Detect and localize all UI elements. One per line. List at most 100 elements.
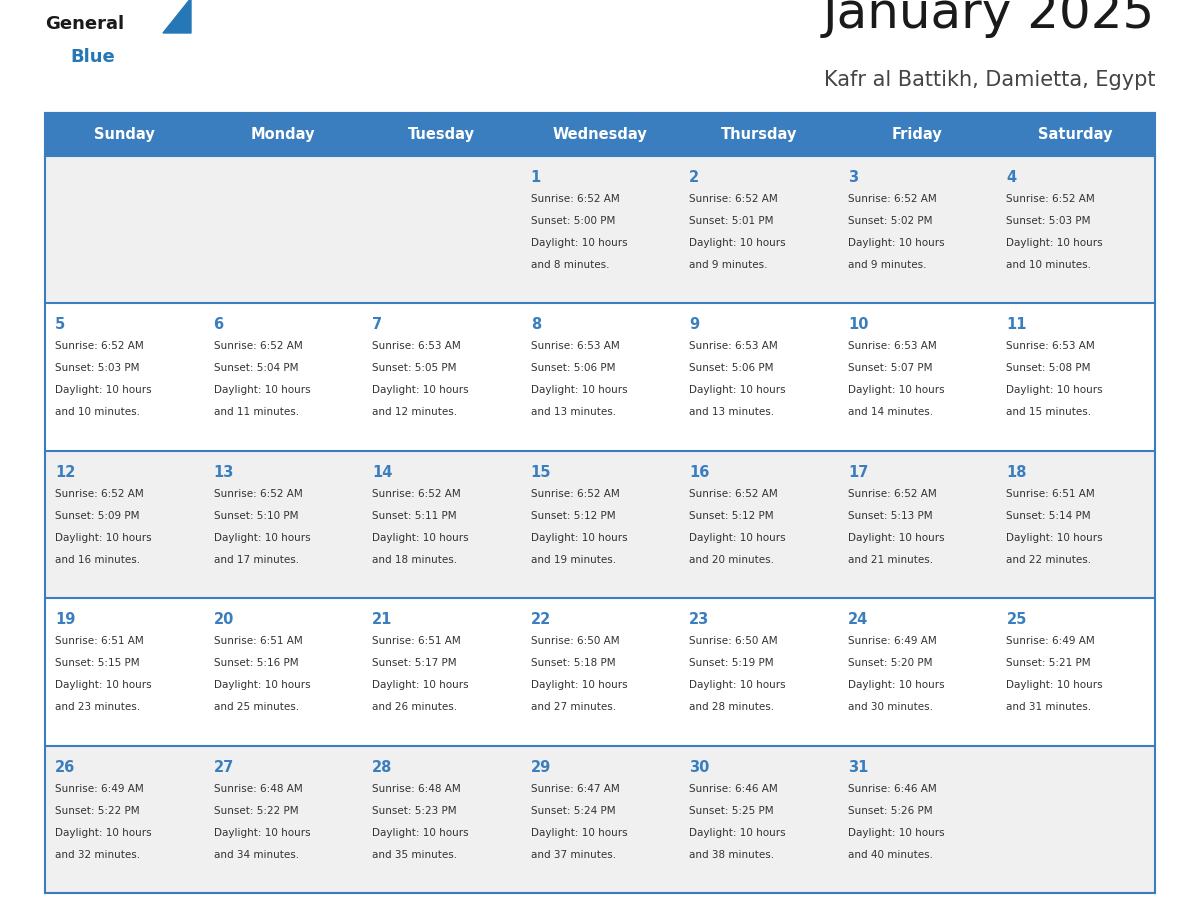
Polygon shape (163, 0, 191, 33)
Text: and 31 minutes.: and 31 minutes. (1006, 702, 1092, 712)
Text: Sunset: 5:07 PM: Sunset: 5:07 PM (848, 364, 933, 374)
Text: Sunrise: 6:51 AM: Sunrise: 6:51 AM (372, 636, 461, 646)
Bar (45, 745, 1155, 893)
Text: Sunrise: 6:53 AM: Sunrise: 6:53 AM (689, 341, 778, 352)
Text: and 10 minutes.: and 10 minutes. (55, 408, 140, 418)
Text: Sunrise: 6:51 AM: Sunrise: 6:51 AM (55, 636, 144, 646)
Text: Sunset: 5:23 PM: Sunset: 5:23 PM (372, 806, 456, 815)
Text: 14: 14 (372, 465, 392, 480)
Text: 29: 29 (531, 759, 551, 775)
Text: Sunset: 5:06 PM: Sunset: 5:06 PM (531, 364, 615, 374)
Text: Daylight: 10 hours: Daylight: 10 hours (1006, 532, 1102, 543)
Text: 1: 1 (531, 170, 541, 185)
Text: Daylight: 10 hours: Daylight: 10 hours (689, 828, 786, 837)
Text: Sunrise: 6:53 AM: Sunrise: 6:53 AM (1006, 341, 1095, 352)
Text: Daylight: 10 hours: Daylight: 10 hours (372, 532, 469, 543)
Text: Daylight: 10 hours: Daylight: 10 hours (531, 828, 627, 837)
Text: Sunset: 5:04 PM: Sunset: 5:04 PM (214, 364, 298, 374)
Text: 20: 20 (214, 612, 234, 627)
Text: Daylight: 10 hours: Daylight: 10 hours (372, 680, 469, 690)
Text: Sunrise: 6:52 AM: Sunrise: 6:52 AM (372, 488, 461, 498)
Text: Daylight: 10 hours: Daylight: 10 hours (689, 386, 786, 396)
Text: Sunday: Sunday (94, 127, 154, 142)
Text: 11: 11 (1006, 318, 1026, 332)
Text: Daylight: 10 hours: Daylight: 10 hours (1006, 238, 1102, 248)
Text: 23: 23 (689, 612, 709, 627)
Text: Sunset: 5:12 PM: Sunset: 5:12 PM (531, 510, 615, 521)
Text: Sunset: 5:26 PM: Sunset: 5:26 PM (848, 806, 933, 815)
Text: and 40 minutes.: and 40 minutes. (848, 849, 933, 859)
Text: Sunset: 5:21 PM: Sunset: 5:21 PM (1006, 658, 1091, 668)
Text: Sunrise: 6:49 AM: Sunrise: 6:49 AM (1006, 636, 1095, 646)
Text: Kafr al Battikh, Damietta, Egypt: Kafr al Battikh, Damietta, Egypt (823, 70, 1155, 90)
Text: Sunset: 5:12 PM: Sunset: 5:12 PM (689, 510, 773, 521)
Text: Saturday: Saturday (1038, 127, 1113, 142)
Text: Sunrise: 6:49 AM: Sunrise: 6:49 AM (55, 784, 144, 793)
Bar (45, 113, 1155, 893)
Text: Daylight: 10 hours: Daylight: 10 hours (1006, 680, 1102, 690)
Text: Sunrise: 6:52 AM: Sunrise: 6:52 AM (531, 488, 619, 498)
Text: Sunset: 5:13 PM: Sunset: 5:13 PM (848, 510, 933, 521)
Text: and 27 minutes.: and 27 minutes. (531, 702, 615, 712)
Text: and 26 minutes.: and 26 minutes. (372, 702, 457, 712)
Text: Sunset: 5:22 PM: Sunset: 5:22 PM (214, 806, 298, 815)
Text: Sunrise: 6:47 AM: Sunrise: 6:47 AM (531, 784, 619, 793)
Text: 2: 2 (689, 170, 700, 185)
Text: Sunset: 5:00 PM: Sunset: 5:00 PM (531, 216, 615, 226)
Text: and 8 minutes.: and 8 minutes. (531, 260, 609, 270)
Text: 3: 3 (848, 170, 858, 185)
Text: 10: 10 (848, 318, 868, 332)
Text: and 21 minutes.: and 21 minutes. (848, 554, 933, 565)
Text: Sunrise: 6:48 AM: Sunrise: 6:48 AM (214, 784, 302, 793)
Text: Sunset: 5:05 PM: Sunset: 5:05 PM (372, 364, 456, 374)
Text: Sunrise: 6:53 AM: Sunrise: 6:53 AM (848, 341, 936, 352)
Text: Sunset: 5:24 PM: Sunset: 5:24 PM (531, 806, 615, 815)
Text: and 10 minutes.: and 10 minutes. (1006, 260, 1092, 270)
Text: 21: 21 (372, 612, 392, 627)
Text: Sunrise: 6:53 AM: Sunrise: 6:53 AM (531, 341, 619, 352)
Text: 19: 19 (55, 612, 75, 627)
Text: Sunrise: 6:51 AM: Sunrise: 6:51 AM (1006, 488, 1095, 498)
Text: Daylight: 10 hours: Daylight: 10 hours (372, 386, 469, 396)
Text: and 17 minutes.: and 17 minutes. (214, 554, 298, 565)
Text: Daylight: 10 hours: Daylight: 10 hours (848, 680, 944, 690)
Text: Daylight: 10 hours: Daylight: 10 hours (214, 532, 310, 543)
Text: Sunset: 5:20 PM: Sunset: 5:20 PM (848, 658, 933, 668)
Text: Daylight: 10 hours: Daylight: 10 hours (1006, 386, 1102, 396)
Text: Sunrise: 6:46 AM: Sunrise: 6:46 AM (689, 784, 778, 793)
Text: Blue: Blue (70, 48, 115, 66)
Text: Sunrise: 6:52 AM: Sunrise: 6:52 AM (55, 488, 144, 498)
Text: Sunrise: 6:48 AM: Sunrise: 6:48 AM (372, 784, 461, 793)
Text: Sunset: 5:22 PM: Sunset: 5:22 PM (55, 806, 140, 815)
Text: Sunset: 5:08 PM: Sunset: 5:08 PM (1006, 364, 1091, 374)
Text: and 28 minutes.: and 28 minutes. (689, 702, 775, 712)
Text: Sunset: 5:01 PM: Sunset: 5:01 PM (689, 216, 773, 226)
Text: Sunset: 5:03 PM: Sunset: 5:03 PM (55, 364, 139, 374)
Text: Sunrise: 6:52 AM: Sunrise: 6:52 AM (531, 194, 619, 204)
Text: 27: 27 (214, 759, 234, 775)
Text: and 35 minutes.: and 35 minutes. (372, 849, 457, 859)
Text: and 18 minutes.: and 18 minutes. (372, 554, 457, 565)
Text: Monday: Monday (251, 127, 315, 142)
Text: Sunrise: 6:52 AM: Sunrise: 6:52 AM (689, 488, 778, 498)
Text: 12: 12 (55, 465, 75, 480)
Text: 9: 9 (689, 318, 700, 332)
Text: Daylight: 10 hours: Daylight: 10 hours (848, 828, 944, 837)
Text: Sunset: 5:15 PM: Sunset: 5:15 PM (55, 658, 140, 668)
Text: Sunset: 5:19 PM: Sunset: 5:19 PM (689, 658, 773, 668)
Text: 8: 8 (531, 318, 541, 332)
Text: Friday: Friday (892, 127, 942, 142)
Text: 5: 5 (55, 318, 65, 332)
Bar (45, 113, 1155, 156)
Text: Sunset: 5:10 PM: Sunset: 5:10 PM (214, 510, 298, 521)
Text: Daylight: 10 hours: Daylight: 10 hours (55, 386, 152, 396)
Text: 6: 6 (214, 318, 223, 332)
Text: Sunset: 5:09 PM: Sunset: 5:09 PM (55, 510, 139, 521)
Text: 7: 7 (372, 318, 383, 332)
Text: and 16 minutes.: and 16 minutes. (55, 554, 140, 565)
Text: Daylight: 10 hours: Daylight: 10 hours (55, 680, 152, 690)
Text: and 12 minutes.: and 12 minutes. (372, 408, 457, 418)
Text: Sunset: 5:14 PM: Sunset: 5:14 PM (1006, 510, 1091, 521)
Text: Tuesday: Tuesday (407, 127, 475, 142)
Text: and 25 minutes.: and 25 minutes. (214, 702, 298, 712)
